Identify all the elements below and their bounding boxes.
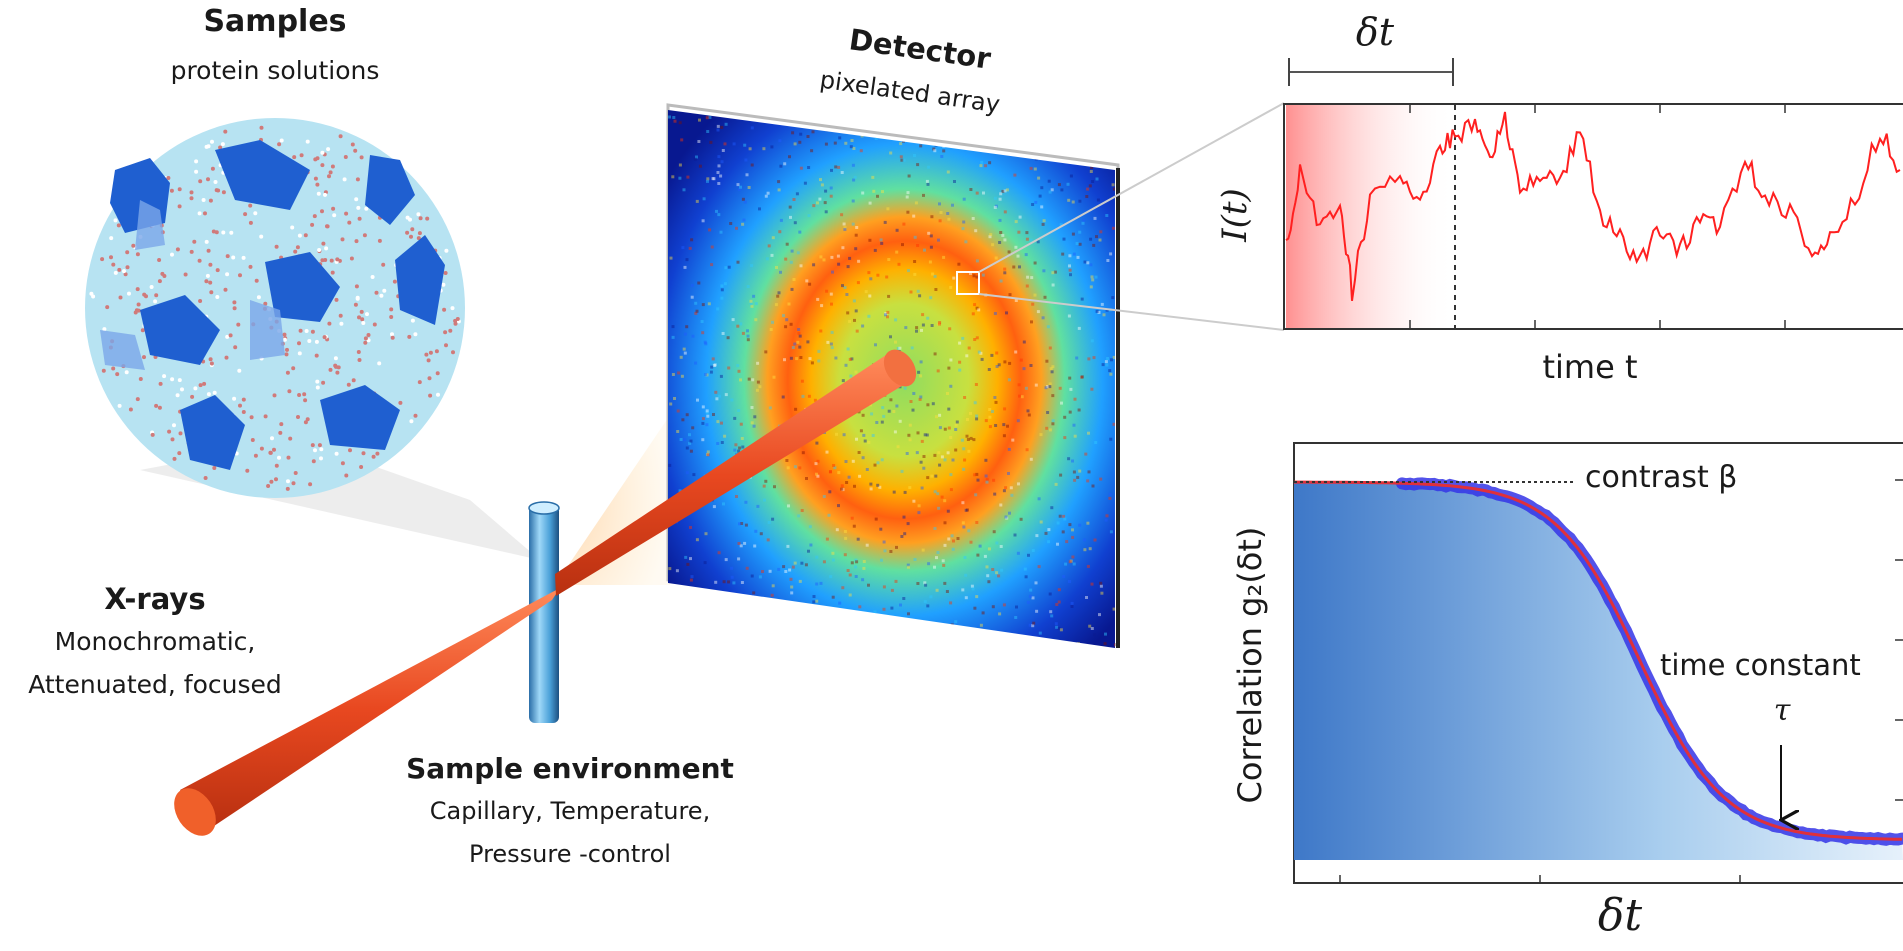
delta-t-label: δt [1355,10,1395,54]
time-constant-label: time constant [1660,648,1861,682]
xrays-line1: Monochromatic, [54,627,256,656]
samples-subtitle: protein solutions [170,56,380,85]
xray-beam [174,349,917,836]
contrast-beta-label: contrast β [1585,460,1738,495]
zoom-line-bottom [978,293,1285,331]
xrays-title: X-rays [104,582,206,616]
capillary [528,501,560,723]
environment-line1: Capillary, Temperature, [429,797,711,825]
tau-label: τ [1773,693,1791,728]
correlation-plot [1293,442,1903,884]
intensity-ticks [1409,105,1786,328]
xrays-line2: Attenuated, focused [28,670,282,699]
intensity-ylabel: I(t) [1215,188,1255,242]
correlation-ticks [1339,479,1903,883]
protein-blobs [100,140,445,470]
environment-line2: Pressure -control [469,840,671,868]
delta-t-window [1286,105,1456,328]
correlation-xlabel: δt [1597,890,1643,941]
environment-title: Sample environment [406,752,734,785]
intensity-xlabel: time t [1542,348,1638,386]
correlation-ylabel: Correlation g₂(δt) [1231,526,1269,804]
detector-pixel-box [956,271,980,295]
samples-title: Samples [203,4,347,39]
correlation-fit [1294,480,1903,841]
sample-circle [85,118,465,498]
correlation-fill [1294,482,1903,860]
intensity-plot [1283,72,1903,330]
zoom-line-top [978,102,1285,273]
intensity-trace [1285,111,1901,301]
